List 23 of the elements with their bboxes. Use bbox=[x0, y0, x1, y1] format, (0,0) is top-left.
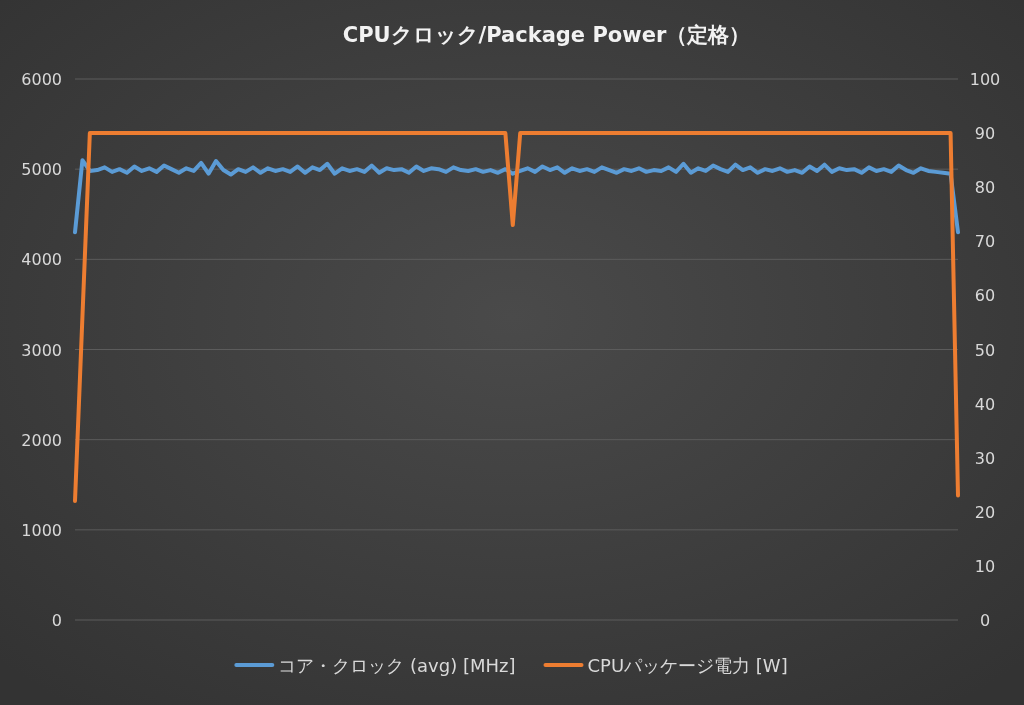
y-tick-label: 6000 bbox=[21, 70, 62, 89]
y2-tick-label: 50 bbox=[974, 340, 996, 360]
line-series bbox=[73, 158, 960, 235]
legend-label: CPUパッケージ電力 [W] bbox=[587, 655, 788, 676]
y-tick-label: 5000 bbox=[21, 160, 62, 180]
chart-title: CPUクロック/Package Power（定格） bbox=[342, 23, 751, 47]
y2-tick-label: 90 bbox=[974, 124, 996, 144]
legend-label: コア・クロック (avg) [MHz] bbox=[278, 655, 516, 676]
y-tick-label: 3000 bbox=[21, 340, 62, 360]
y2-tick-label: 80 bbox=[974, 178, 996, 198]
y2-tick-label: 60 bbox=[974, 286, 996, 306]
y-tick-label: 0 bbox=[51, 611, 62, 630]
y-tick-label: 1000 bbox=[21, 520, 62, 540]
y2-tick-label: 0 bbox=[979, 611, 991, 630]
y2-tick-label: 20 bbox=[974, 502, 996, 522]
y2-tick-label: 30 bbox=[974, 448, 996, 468]
line-series bbox=[73, 131, 960, 503]
y2-tick-label: 10 bbox=[974, 556, 996, 576]
y-tick-label: 2000 bbox=[21, 430, 62, 450]
y2-tick-label: 70 bbox=[974, 232, 996, 252]
y2-tick-label: 100 bbox=[969, 70, 1001, 89]
y-tick-label: 4000 bbox=[21, 250, 62, 270]
y2-tick-label: 40 bbox=[974, 394, 996, 414]
